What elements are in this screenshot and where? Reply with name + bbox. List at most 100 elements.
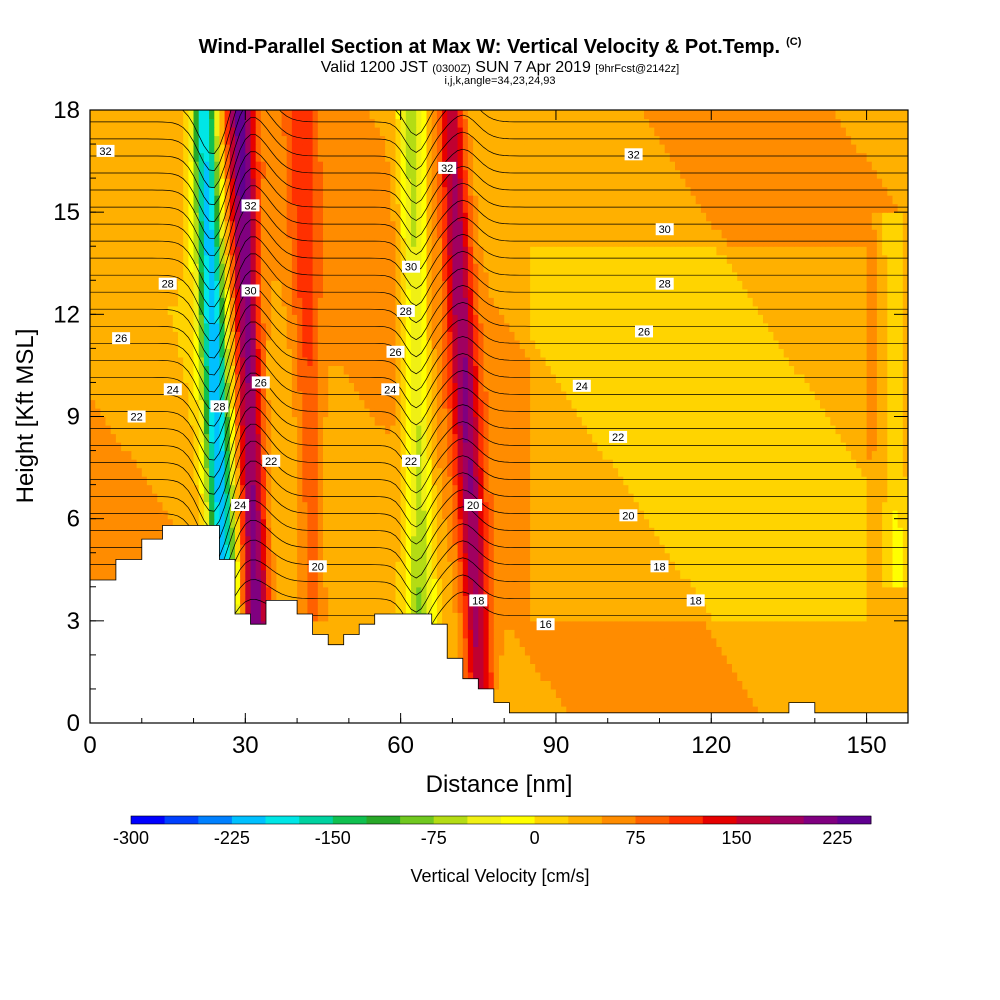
velocity-cell [509,544,516,554]
velocity-cell [871,706,878,716]
velocity-cell [514,586,521,596]
velocity-cell [338,518,345,528]
velocity-cell [555,501,562,511]
velocity-cell [571,612,578,622]
velocity-cell [876,595,883,605]
velocity-cell [359,459,365,469]
velocity-cell [302,484,309,494]
velocity-cell [638,569,645,579]
velocity-cell [804,578,811,588]
velocity-cell [467,484,474,494]
velocity-cell [374,484,381,494]
velocity-cell [773,510,780,520]
velocity-cell [524,671,531,681]
velocity-cell [659,595,666,605]
velocity-cell [297,569,303,579]
velocity-cell [136,535,143,545]
velocity-cell [566,629,573,639]
velocity-cell [550,501,557,511]
velocity-cell [654,569,661,579]
velocity-cell [587,518,593,528]
velocity-cell [887,586,894,596]
velocity-cell [260,527,267,537]
velocity-cell [706,663,712,673]
velocity-cell [162,493,169,503]
velocity-cell [348,612,355,622]
velocity-cell [188,518,195,528]
velocity-cell [115,527,122,537]
velocity-cell [700,518,707,528]
velocity-cell [675,612,681,622]
velocity-cell [581,663,588,673]
velocity-cell [297,493,303,503]
velocity-cell [488,586,495,596]
velocity-cell [788,629,795,639]
velocity-cell [633,493,640,503]
velocity-cell [581,501,588,511]
velocity-cell [442,467,448,477]
velocity-cell [576,518,583,528]
velocity-cell [597,612,604,622]
velocity-cell [721,459,728,469]
velocity-cell [359,476,365,486]
velocity-cell [871,620,878,630]
velocity-cell [876,586,883,596]
velocity-cell [203,484,210,494]
velocity-cell [281,493,288,503]
velocity-cell [623,484,630,494]
velocity-cell [716,476,723,486]
velocity-cell [136,450,143,460]
velocity-cell [778,629,785,639]
velocity-cell [493,569,500,579]
velocity-cell [768,680,774,690]
velocity-cell [478,544,485,554]
velocity-cell [892,706,899,716]
velocity-cell [612,569,619,579]
velocity-cell [763,595,769,605]
velocity-cell [876,535,883,545]
velocity-cell [820,654,826,664]
velocity-cell [255,518,262,528]
velocity-cell [214,450,221,460]
velocity-cell [576,586,583,596]
velocity-cell [654,595,661,605]
velocity-cell [695,535,702,545]
velocity-cell [457,620,464,630]
velocity-cell [773,706,780,716]
velocity-cell [794,688,800,698]
velocity-cell [892,697,899,707]
velocity-cell [473,535,479,545]
velocity-cell [452,450,459,460]
velocity-cell [783,544,790,554]
velocity-cell [835,646,842,656]
velocity-cell [882,518,888,528]
velocity-cell [426,510,433,520]
velocity-cell [871,459,878,469]
velocity-cell [545,637,552,647]
velocity-cell [229,484,236,494]
velocity-cell [726,629,733,639]
velocity-cell [131,467,138,477]
velocity-cell [618,501,624,511]
velocity-cell [726,595,733,605]
velocity-cell [587,484,593,494]
velocity-cell [421,586,428,596]
velocity-cell [866,706,873,716]
velocity-cell [623,603,630,613]
velocity-cell [550,484,557,494]
velocity-cell [390,569,397,579]
velocity-cell [343,561,350,571]
velocity-cell [742,671,749,681]
velocity-cell [452,561,459,571]
velocity-cell [623,680,630,690]
velocity-cell [628,561,635,571]
velocity-cell [348,518,355,528]
velocity-cell [897,620,904,630]
velocity-cell [328,501,334,511]
velocity-cell [649,586,655,596]
velocity-cell [664,544,671,554]
velocity-cell [545,680,552,690]
velocity-cell [131,518,138,528]
velocity-cell [757,518,764,528]
velocity-cell [644,476,650,486]
